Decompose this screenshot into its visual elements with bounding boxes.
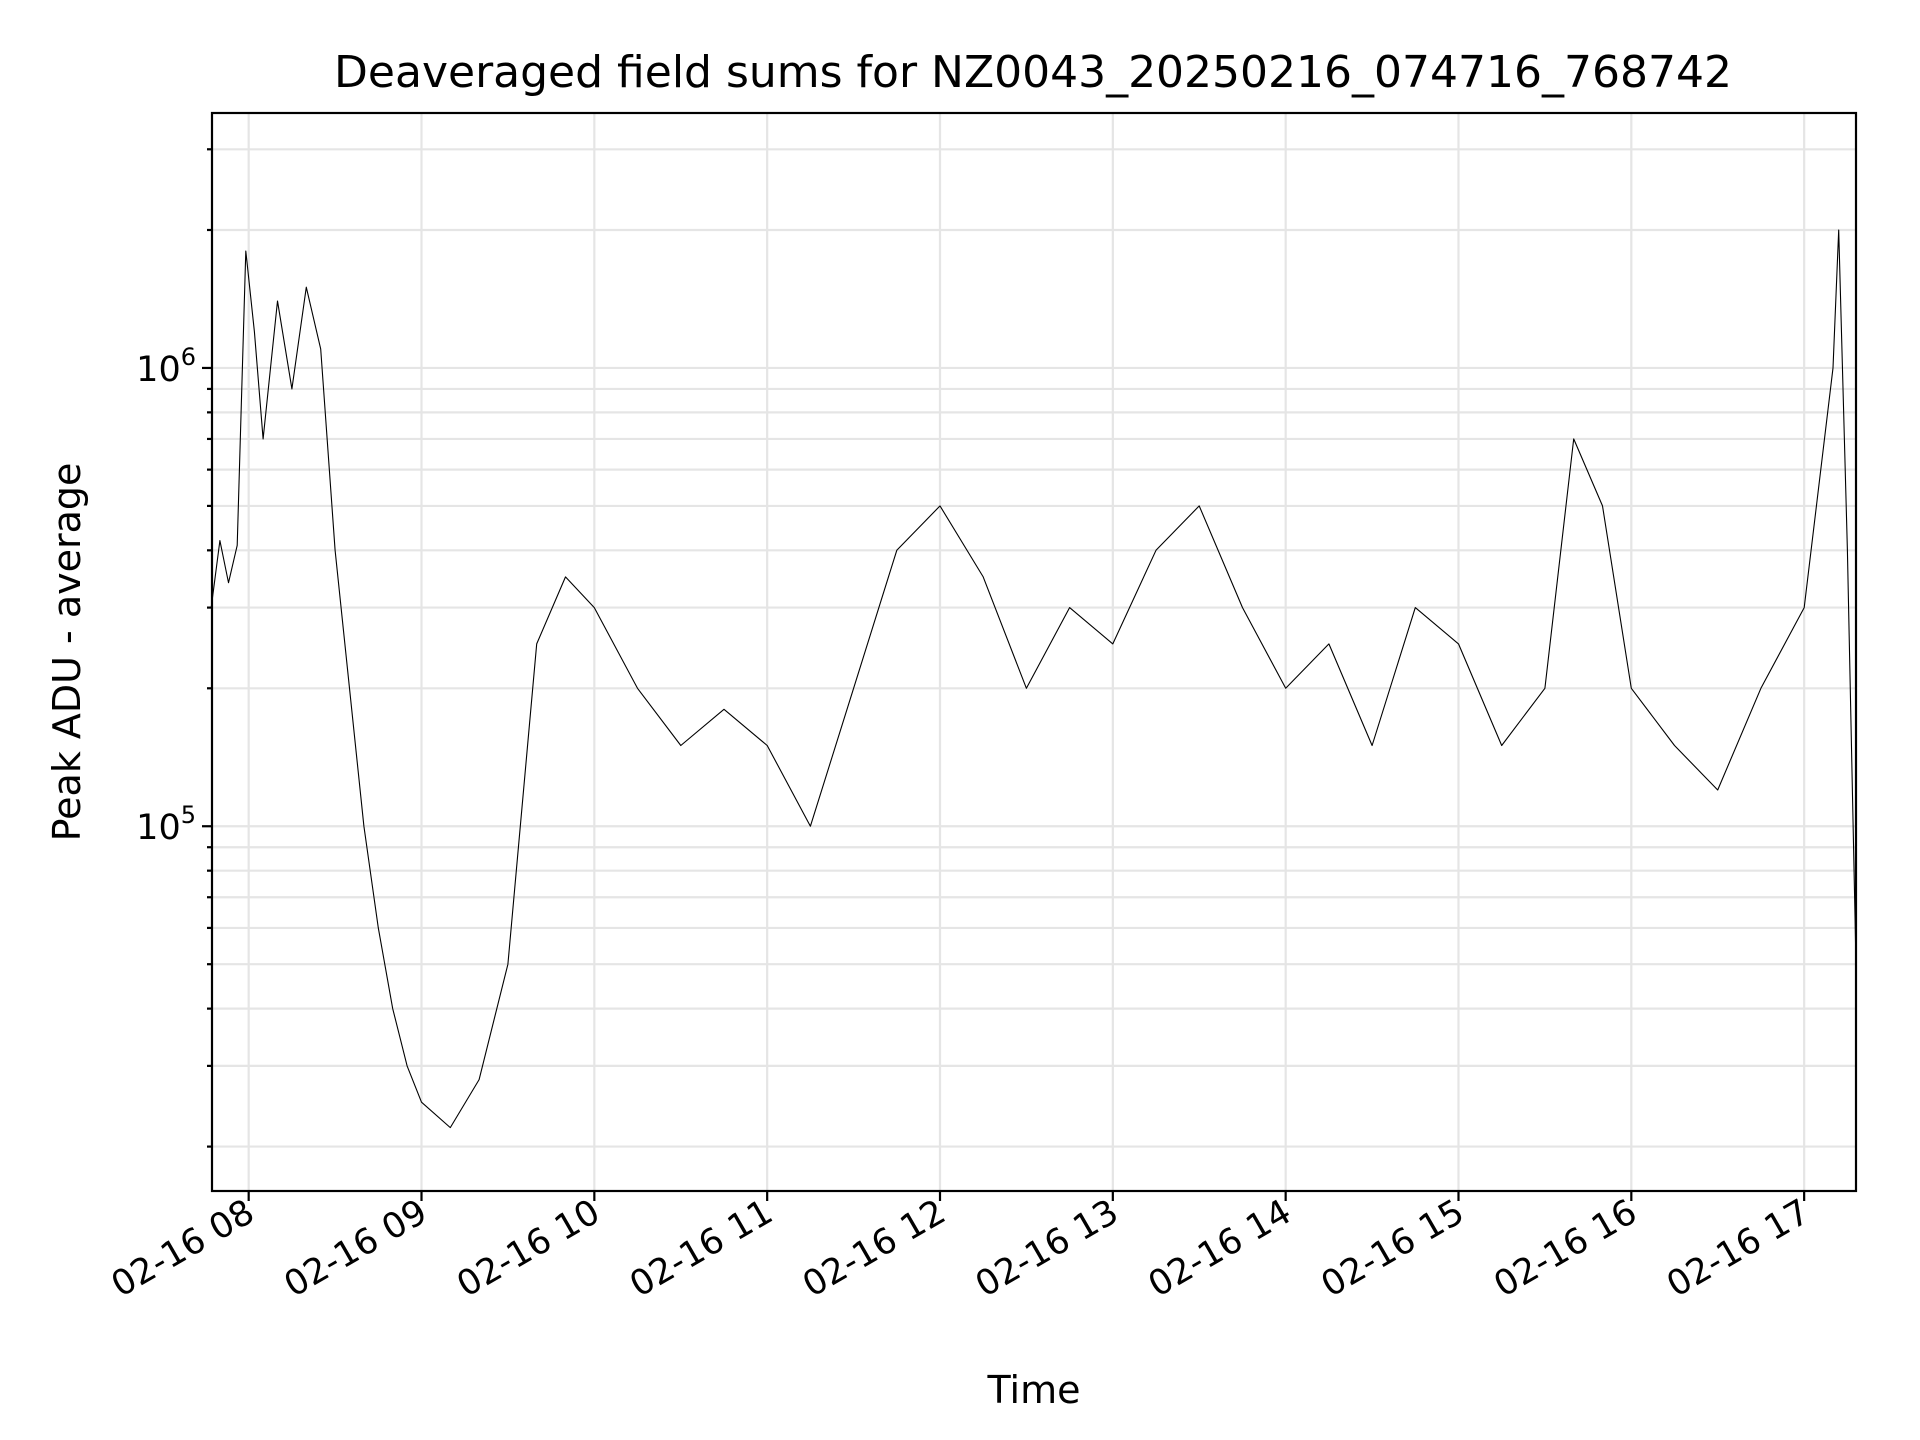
x-tick-label: 02-16 08 xyxy=(105,1192,261,1305)
x-axis-label: Time xyxy=(987,1368,1081,1412)
plot-frame xyxy=(210,111,1858,1193)
chart-title: Deaveraged field sums for NZ0043_2025021… xyxy=(334,47,1732,98)
x-tick-label: 02-16 16 xyxy=(1488,1192,1644,1305)
x-tick-label: 02-16 11 xyxy=(623,1192,779,1305)
x-tick-label: 02-16 15 xyxy=(1315,1192,1471,1305)
x-tick-label: 02-16 10 xyxy=(451,1192,607,1305)
x-ticks: 02-16 08 02-16 09 02-16 10 02-16 11 02-16 12… xyxy=(105,1191,1817,1305)
series-line xyxy=(210,229,1857,1129)
y-tick-label: 105 xyxy=(136,801,196,848)
x-tick-label: 02-16 09 xyxy=(278,1192,434,1305)
x-tick-label: 02-16 12 xyxy=(796,1192,952,1305)
x-tick-label: 02-16 14 xyxy=(1142,1192,1298,1305)
y-ticks: 105 106 xyxy=(136,148,212,1148)
y-axis-label: Peak ADU - average xyxy=(45,463,89,842)
x-tick-label: 02-16 17 xyxy=(1660,1192,1816,1305)
x-tick-label: 02-16 13 xyxy=(969,1192,1125,1305)
y-tick-label: 106 xyxy=(136,343,196,390)
grid xyxy=(212,113,1856,1191)
